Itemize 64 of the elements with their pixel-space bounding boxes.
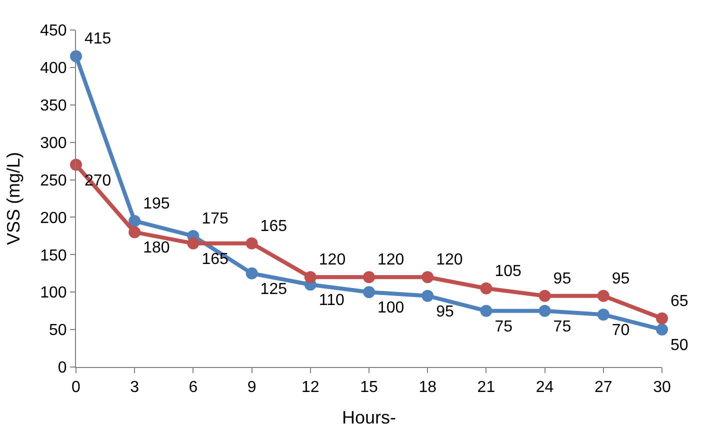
data-label: 75	[494, 318, 513, 336]
y-tick-label: 0	[58, 360, 67, 377]
y-tick-label: 200	[40, 210, 67, 227]
point	[363, 286, 375, 298]
data-label: 105	[494, 262, 522, 280]
data-label: 95	[553, 270, 572, 288]
data-label: 100	[378, 300, 404, 317]
data-label: 75	[553, 318, 572, 336]
point	[128, 214, 141, 227]
x-tick-label: 12	[302, 379, 320, 396]
point	[480, 282, 492, 294]
point	[246, 237, 258, 250]
y-tick-label: 300	[40, 134, 67, 152]
data-label: 50	[670, 337, 688, 354]
x-tick-label: 18	[418, 379, 437, 396]
y-tick-label: 100	[40, 284, 67, 302]
y-tick-label: 150	[40, 247, 67, 264]
data-label: 175	[202, 210, 228, 228]
x-tick-label: 0	[72, 379, 81, 396]
data-label: 110	[318, 292, 345, 310]
data-label: 125	[260, 280, 288, 298]
point	[538, 290, 551, 302]
x-tick-label: 27	[594, 379, 612, 396]
point	[597, 308, 610, 321]
point	[363, 271, 375, 284]
data-label: 165	[202, 250, 228, 268]
point	[70, 158, 82, 171]
x-tick-label: 6	[188, 379, 198, 396]
y-tick-label: 250	[40, 172, 67, 190]
point	[538, 304, 551, 317]
data-label: 195	[143, 195, 170, 212]
data-label: 120	[436, 252, 463, 269]
data-label: 120	[318, 252, 346, 269]
data-label: 70	[612, 322, 630, 340]
point	[656, 324, 668, 336]
point	[187, 237, 200, 250]
x-tick-label: 21	[477, 379, 496, 396]
point	[128, 226, 141, 238]
y-axis-title: VSS (mg/L)	[3, 152, 24, 246]
data-label: 95	[436, 303, 454, 320]
point	[422, 271, 434, 284]
point	[656, 312, 668, 324]
x-tick-label: 3	[130, 379, 140, 396]
y-tick-label: 350	[40, 97, 67, 114]
y-tick-label: 50	[49, 322, 67, 340]
x-tick-label: 15	[360, 379, 378, 396]
point	[422, 290, 434, 302]
data-label: 120	[378, 252, 404, 269]
data-label: 165	[260, 218, 288, 235]
data-label: 95	[612, 270, 630, 288]
x-tick-label: 24	[536, 379, 554, 396]
data-label: 415	[84, 30, 112, 48]
data-label: 180	[143, 240, 170, 257]
x-tick-label: 9	[247, 379, 256, 396]
point	[304, 271, 316, 284]
point	[70, 50, 82, 62]
point	[597, 290, 610, 302]
point	[480, 304, 492, 317]
x-axis-title: Hours-	[342, 407, 396, 428]
x-tick-label: 30	[653, 379, 671, 396]
y-tick-label: 450	[40, 22, 67, 40]
data-label: 65	[670, 292, 688, 310]
y-tick-label: 400	[40, 60, 67, 78]
point	[246, 267, 258, 280]
